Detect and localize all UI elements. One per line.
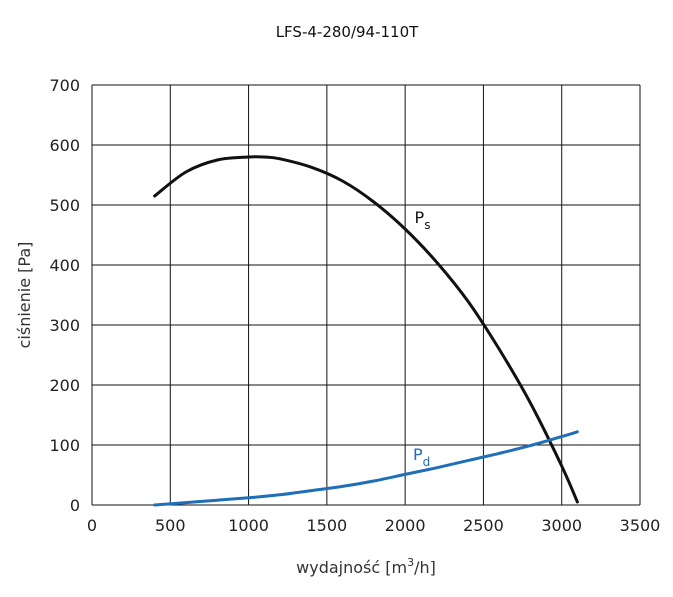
y-axis-label: ciśnienie [Pa]: [15, 242, 34, 349]
x-tick-label: 500: [155, 516, 186, 535]
grid: [91, 84, 641, 506]
x-tick-label: 1000: [228, 516, 269, 535]
y-tick-label: 500: [49, 196, 80, 215]
series-label-P-d: Pd: [413, 445, 430, 469]
y-tick-label: 400: [49, 256, 80, 275]
series-line-P-s: [153, 155, 579, 504]
y-axis-ticks: 0 100 200 300 400 500 600 700: [49, 76, 80, 515]
y-tick-label: 200: [49, 376, 80, 395]
y-tick-label: 0: [70, 496, 80, 515]
x-axis-label-superscript: 3: [407, 556, 414, 569]
series-label-P-s: Ps: [415, 208, 431, 232]
x-axis-label: wydajność [m3/h]: [296, 556, 436, 577]
series-line-P-d: [153, 430, 579, 507]
y-tick-label: 600: [49, 136, 80, 155]
x-axis-ticks: 0 500 1000 1500 2000 2500 3000 3500: [87, 516, 660, 535]
x-tick-label: 3000: [541, 516, 582, 535]
series-labels: Ps Pd: [413, 208, 430, 469]
y-tick-label: 300: [49, 316, 80, 335]
x-tick-label: 1500: [306, 516, 347, 535]
y-tick-label: 700: [49, 76, 80, 95]
x-tick-label: 2500: [463, 516, 504, 535]
x-axis-label-end: /h]: [414, 558, 436, 577]
chart-title: LFS-4-280/94-110T: [276, 23, 419, 41]
series-layer: [153, 155, 579, 507]
x-tick-label: 0: [87, 516, 97, 535]
x-tick-label: 2000: [385, 516, 426, 535]
x-axis-label-main: wydajność [m: [296, 558, 407, 577]
x-tick-label: 3500: [620, 516, 661, 535]
y-tick-label: 100: [49, 436, 80, 455]
